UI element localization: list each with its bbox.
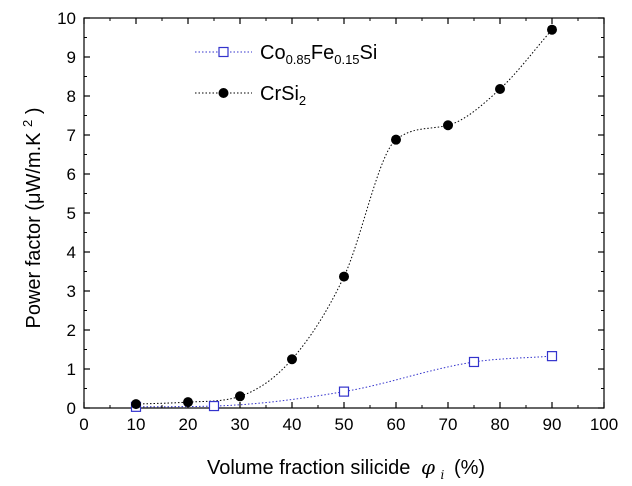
- data-point-series-2: [391, 134, 401, 145]
- y-tick-label: 5: [67, 204, 76, 223]
- x-tick-label: 40: [283, 415, 302, 434]
- y-tick-label: 1: [67, 360, 76, 379]
- legend: Co0.85Fe0.15Si CrSi2: [195, 42, 377, 108]
- data-points: [130, 24, 558, 412]
- x-axis-symbol: φ: [421, 455, 435, 479]
- data-point-series-2: [183, 397, 193, 408]
- y-tick-label: 8: [67, 87, 76, 106]
- data-point-series-2: [495, 83, 505, 94]
- x-tick-label: 20: [179, 415, 198, 434]
- y-tick-label: 4: [67, 243, 76, 262]
- legend-marker-series-2: [218, 88, 229, 98]
- x-tick-label: 70: [439, 415, 458, 434]
- y-tick-label: 2: [67, 321, 76, 340]
- x-tick-label: 30: [231, 415, 250, 434]
- data-point-series-1: [338, 386, 350, 397]
- x-tick-label: 60: [387, 415, 406, 434]
- y-axis-label-sup: 2: [20, 120, 35, 127]
- y-tick-label: 7: [67, 126, 76, 145]
- x-tick-label: 10: [127, 415, 146, 434]
- y-tick-label: 3: [67, 282, 76, 301]
- x-tick-label: 0: [79, 415, 88, 434]
- data-point-series-2: [443, 120, 453, 131]
- fit-curve-series-1: [135, 355, 553, 408]
- data-point-series-2: [339, 271, 349, 282]
- y-tick-label: 10: [57, 9, 76, 28]
- legend-marker-series-1: [218, 46, 229, 58]
- x-axis-symbol-sub: i: [441, 468, 445, 482]
- data-point-series-2: [235, 391, 245, 402]
- y-axis-title: Power factor (μW/m.K 2 ): [15, 107, 45, 328]
- x-tick-label: 90: [543, 415, 562, 434]
- y-tick-label: 0: [67, 399, 76, 418]
- data-point-series-2: [287, 354, 297, 365]
- x-tick-label: 80: [491, 415, 510, 434]
- data-point-series-1: [208, 400, 220, 412]
- y-axis-label: Power factor (μW/m.K: [23, 132, 45, 329]
- x-tick-label: 50: [335, 415, 354, 434]
- x-tick-label: 100: [590, 415, 618, 434]
- legend-label-series-2: CrSi2: [260, 83, 306, 108]
- axis-ticks: 0 10 20 30 40 50 60 70 80 90 100 0 1 2 3 4 5 6 7 8 9 10: [57, 9, 618, 434]
- legend-label-series-1: Co0.85Fe0.15Si: [260, 42, 377, 67]
- fit-curve-series-2: [135, 29, 553, 405]
- data-point-series-2: [131, 399, 141, 410]
- x-axis-label: Volume fraction silicide: [207, 457, 410, 479]
- x-axis-title: Volume fraction silicide φ i (%): [207, 455, 485, 484]
- y-tick-label: 9: [67, 48, 76, 67]
- fit-curves: [135, 29, 553, 408]
- data-point-series-2: [547, 24, 557, 35]
- data-point-series-1: [546, 351, 558, 362]
- y-tick-label: 6: [67, 165, 76, 184]
- x-axis-unit: (%): [454, 457, 485, 479]
- data-point-series-1: [468, 356, 480, 368]
- y-axis-label-close: ): [23, 107, 45, 114]
- plot-frame: [83, 17, 605, 409]
